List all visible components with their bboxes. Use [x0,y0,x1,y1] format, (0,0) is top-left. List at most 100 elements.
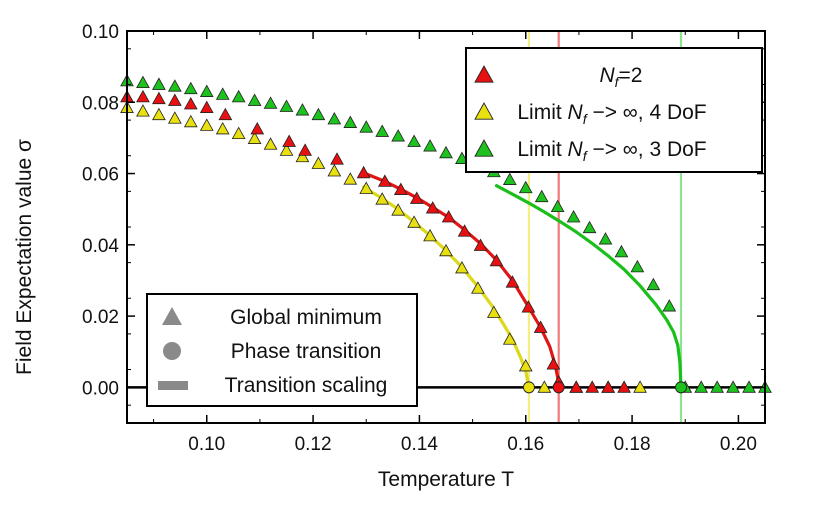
point-series-2 [630,259,645,273]
y-tick-label-2: 0.04 [82,236,119,257]
point-series-1 [295,149,310,163]
point-series-1 [263,137,278,150]
point-series-2 [742,380,756,393]
point-series-2 [726,380,740,393]
legend-marker-series-2 [474,139,494,157]
y-tick-label-0: 0.00 [82,378,119,399]
point-series-0 [489,253,504,267]
point-series-0 [298,143,312,156]
point-series-0 [199,100,214,113]
point-series-2 [279,99,294,112]
point-series-0 [250,121,265,135]
legend-marker-series-0 [474,65,494,83]
point-series-2 [407,134,421,147]
point-series-1 [231,126,246,139]
point-series-0 [617,380,631,393]
point-series-2 [311,107,326,121]
y-tick-label-5: 0.10 [82,22,119,43]
point-series-2 [423,139,437,152]
point-series-1 [247,131,262,144]
marker-legend-bar [158,381,188,390]
point-series-0 [457,224,472,237]
point-series-1 [199,118,214,131]
point-series-0 [183,97,198,110]
point-series-2 [694,380,709,393]
point-series-1 [439,243,453,257]
marker-legend: Global minimum Phase transition Transition… [146,293,418,407]
point-series-1 [537,380,552,393]
x-tick-label-3: 0.16 [507,434,544,455]
point-series-2 [375,124,390,137]
point-series-0 [218,107,233,121]
series-legend: Nf=2 Limit Nf −> ∞, 4 DoF Limit Nf −> ∞, 3… [465,47,763,173]
point-series-2 [136,75,150,89]
point-series-1 [633,380,647,393]
point-series-2 [247,93,262,106]
x-tick-label-0: 0.10 [188,434,225,455]
marker-legend-label-0: Global minimum [230,306,382,329]
scaling-curve-2 [494,184,683,389]
point-series-2 [502,172,517,185]
point-series-0 [377,174,392,187]
point-series-2 [263,96,278,109]
y-tick-label-4: 0.08 [82,93,119,114]
point-series-1 [486,305,501,318]
point-series-2 [327,111,342,125]
point-series-1 [215,121,230,135]
point-series-1 [343,172,358,185]
point-series-0 [282,134,297,147]
point-series-2 [183,81,198,95]
point-series-0 [569,380,584,393]
marker-legend-label-2: Transition scaling [225,374,388,397]
point-series-2 [582,220,597,234]
point-series-1 [359,181,374,194]
x-tick-label-5: 0.20 [720,434,757,455]
point-series-1 [391,203,406,216]
legend-label-series-1: Limit Nf −> ∞, 4 DoF [517,101,706,127]
point-series-2 [167,79,182,92]
marker-legend-circle [163,342,181,360]
point-series-0 [425,201,440,214]
transition-point-2 [675,381,687,394]
y-tick-label-1: 0.02 [82,307,119,328]
legend-label-series-2: Limit Nf −> ∞, 3 DoF [517,138,706,164]
point-series-2 [231,89,246,103]
point-series-2 [343,115,358,128]
y-axis-label: Field Expectation value σ [13,139,36,375]
legend-label-series-0: Nf=2 [599,64,642,90]
point-series-0 [441,209,456,223]
point-series-0 [152,91,166,105]
point-series-0 [136,89,150,103]
y-tick-label-3: 0.06 [82,165,119,186]
point-series-2 [295,103,310,116]
series-legend-box [465,47,763,173]
point-series-2 [152,77,166,90]
point-series-0 [533,320,548,333]
point-series-1 [327,164,342,177]
point-series-2 [550,199,565,213]
axis-ticks: 0.10 0.12 0.14 0.16 0.18 0.20 0.00 0.02 0.04 0.06… [82,22,765,455]
point-series-2 [518,180,533,194]
point-series-1 [455,260,469,274]
transition-point-1 [522,381,535,394]
transition-point-0 [552,381,565,394]
point-series-0 [393,182,408,195]
point-series-1 [407,215,421,228]
marker-legend-box [146,293,418,407]
point-series-2 [534,189,549,203]
point-series-1 [375,192,390,205]
point-series-0 [546,357,561,370]
point-series-2 [566,209,581,223]
legend-marker-series-1 [474,102,494,120]
point-series-2 [359,120,374,133]
point-series-1 [311,156,326,169]
x-tick-label-4: 0.18 [614,434,651,455]
point-series-0 [330,152,344,165]
point-series-0 [473,238,488,251]
point-series-1 [423,228,437,242]
point-series-2 [646,277,661,291]
point-series-2 [614,244,629,258]
point-series-0 [356,165,371,179]
point-series-1 [518,358,533,372]
